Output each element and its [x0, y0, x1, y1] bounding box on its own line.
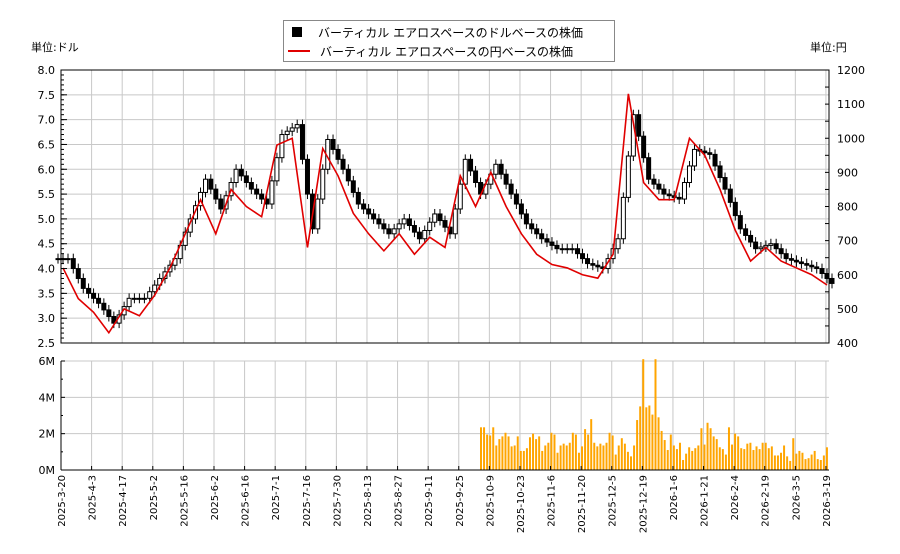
red-line-icon [288, 50, 310, 52]
svg-text:800: 800 [837, 201, 858, 214]
svg-text:4.5: 4.5 [38, 238, 56, 251]
svg-text:2025-9-25: 2025-9-25 [455, 475, 466, 527]
svg-text:2025-11-20: 2025-11-20 [577, 475, 588, 533]
svg-text:2026-3-5: 2026-3-5 [791, 475, 802, 520]
svg-text:600: 600 [837, 269, 858, 282]
legend-item-usd: バーティカル エアロスペースのドルベースの株価 [284, 22, 583, 42]
svg-text:2025-11-6: 2025-11-6 [547, 475, 558, 527]
svg-text:400: 400 [837, 337, 858, 350]
svg-text:2025-7-1: 2025-7-1 [271, 475, 282, 520]
svg-text:2M: 2M [39, 428, 56, 441]
svg-text:8.0: 8.0 [38, 64, 56, 77]
svg-text:2026-1-6: 2026-1-6 [669, 475, 680, 520]
svg-text:7.5: 7.5 [38, 89, 56, 102]
svg-text:2025-10-23: 2025-10-23 [516, 475, 527, 533]
legend-label-jpy: バーティカル エアロスペースの円ベースの株価 [320, 44, 574, 59]
right-axis-unit-label: 単位:円 [810, 41, 847, 54]
svg-text:2025-7-16: 2025-7-16 [302, 475, 313, 527]
svg-text:700: 700 [837, 235, 858, 248]
svg-text:4.0: 4.0 [38, 263, 56, 276]
svg-text:2025-5-2: 2025-5-2 [149, 475, 160, 520]
svg-text:1200: 1200 [837, 64, 865, 77]
usd-candlesticks [55, 109, 835, 329]
svg-text:2025-12-19: 2025-12-19 [638, 475, 649, 533]
svg-text:2026-2-4: 2026-2-4 [730, 475, 741, 520]
svg-text:3.0: 3.0 [38, 312, 56, 325]
svg-text:2025-4-17: 2025-4-17 [118, 475, 129, 527]
chart-legend: バーティカル エアロスペースのドルベースの株価 バーティカル エアロスペースの円… [283, 20, 615, 62]
right-axis-ticks: 400 500 600 700 800 900 1000 1100 1200 [825, 64, 865, 350]
svg-text:2025-8-13: 2025-8-13 [363, 475, 374, 527]
date-axis-ticks: 2025-3-20 2025-4-3 2025-4-17 2025-5-2 2025-5… [57, 466, 833, 533]
legend-label-usd: バーティカル エアロスペースのドルベースの株価 [318, 25, 584, 40]
svg-text:2.5: 2.5 [38, 337, 56, 350]
black-square-icon [292, 27, 302, 37]
svg-text:6.5: 6.5 [38, 138, 56, 151]
legend-item-jpy: バーティカル エアロスペースの円ベースの株価 [284, 41, 573, 61]
svg-text:2025-8-27: 2025-8-27 [394, 475, 405, 527]
svg-text:2025-5-16: 2025-5-16 [179, 475, 190, 527]
svg-text:5.5: 5.5 [38, 188, 56, 201]
svg-text:2025-10-9: 2025-10-9 [485, 475, 496, 527]
svg-text:2025-7-30: 2025-7-30 [332, 475, 343, 527]
svg-text:1100: 1100 [837, 98, 865, 111]
chart-axes [60, 69, 830, 471]
svg-text:0M: 0M [39, 464, 56, 477]
svg-text:2025-3-20: 2025-3-20 [57, 475, 68, 527]
svg-text:6M: 6M [39, 355, 56, 368]
svg-text:4M: 4M [39, 391, 56, 404]
jpy-price-line [62, 93, 828, 335]
left-axis-unit-label: 単位:ドル [31, 41, 79, 54]
svg-text:2026-2-19: 2026-2-19 [761, 475, 772, 527]
svg-text:2025-6-16: 2025-6-16 [241, 475, 252, 527]
svg-text:2026-3-19: 2026-3-19 [822, 475, 833, 527]
svg-text:500: 500 [837, 303, 858, 316]
svg-text:1000: 1000 [837, 132, 865, 145]
svg-text:6.0: 6.0 [38, 163, 56, 176]
svg-text:2025-4-3: 2025-4-3 [88, 475, 99, 520]
svg-text:7.0: 7.0 [38, 114, 56, 127]
volume-axis-ticks: 0M 2M 4M 6M [39, 355, 65, 477]
left-axis-ticks: 2.5 3.0 3.5 4.0 4.5 5.0 5.5 6.0 6.5 7.0 7.5 8.0 [38, 64, 67, 350]
svg-text:2025-6-2: 2025-6-2 [210, 475, 221, 520]
svg-text:2025-9-11: 2025-9-11 [424, 475, 435, 527]
volume-bars [480, 359, 828, 470]
svg-text:5.0: 5.0 [38, 213, 56, 226]
svg-text:900: 900 [837, 166, 858, 179]
svg-text:2025-12-5: 2025-12-5 [608, 475, 619, 527]
svg-text:2026-1-21: 2026-1-21 [700, 475, 711, 527]
price-grid [60, 69, 829, 344]
svg-text:3.5: 3.5 [38, 287, 56, 300]
